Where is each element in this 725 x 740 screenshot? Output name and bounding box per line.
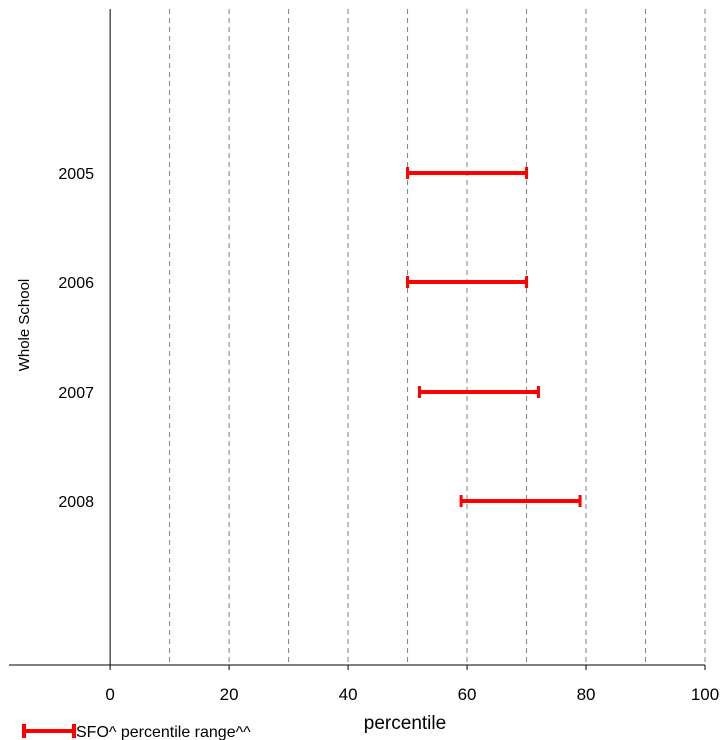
legend-label: SFO^ percentile range^^: [76, 724, 251, 740]
x-tick-label-80: 80: [577, 685, 596, 704]
range-bars: [406, 167, 582, 507]
x-tick-label-100: 100: [691, 685, 719, 704]
x-tick-labels: 0 20 40 60 80 100: [105, 665, 719, 704]
x-axis-label: percentile: [364, 713, 446, 734]
y-axis-label: Whole School: [16, 279, 33, 372]
y-category-label-2005: 2005: [58, 166, 94, 183]
gridlines: [169, 9, 706, 665]
y-category-label-2006: 2006: [58, 275, 94, 292]
y-category-labels: 2005 2006 2007 2008: [58, 166, 94, 511]
y-category-label-2007: 2007: [58, 385, 94, 402]
x-tick-label-40: 40: [339, 685, 358, 704]
legend: SFO^ percentile range^^: [22, 724, 251, 740]
x-tick-label-60: 60: [458, 685, 477, 704]
x-tick-label-20: 20: [220, 685, 239, 704]
x-tick-label-0: 0: [105, 685, 114, 704]
y-category-label-2008: 2008: [58, 494, 94, 511]
